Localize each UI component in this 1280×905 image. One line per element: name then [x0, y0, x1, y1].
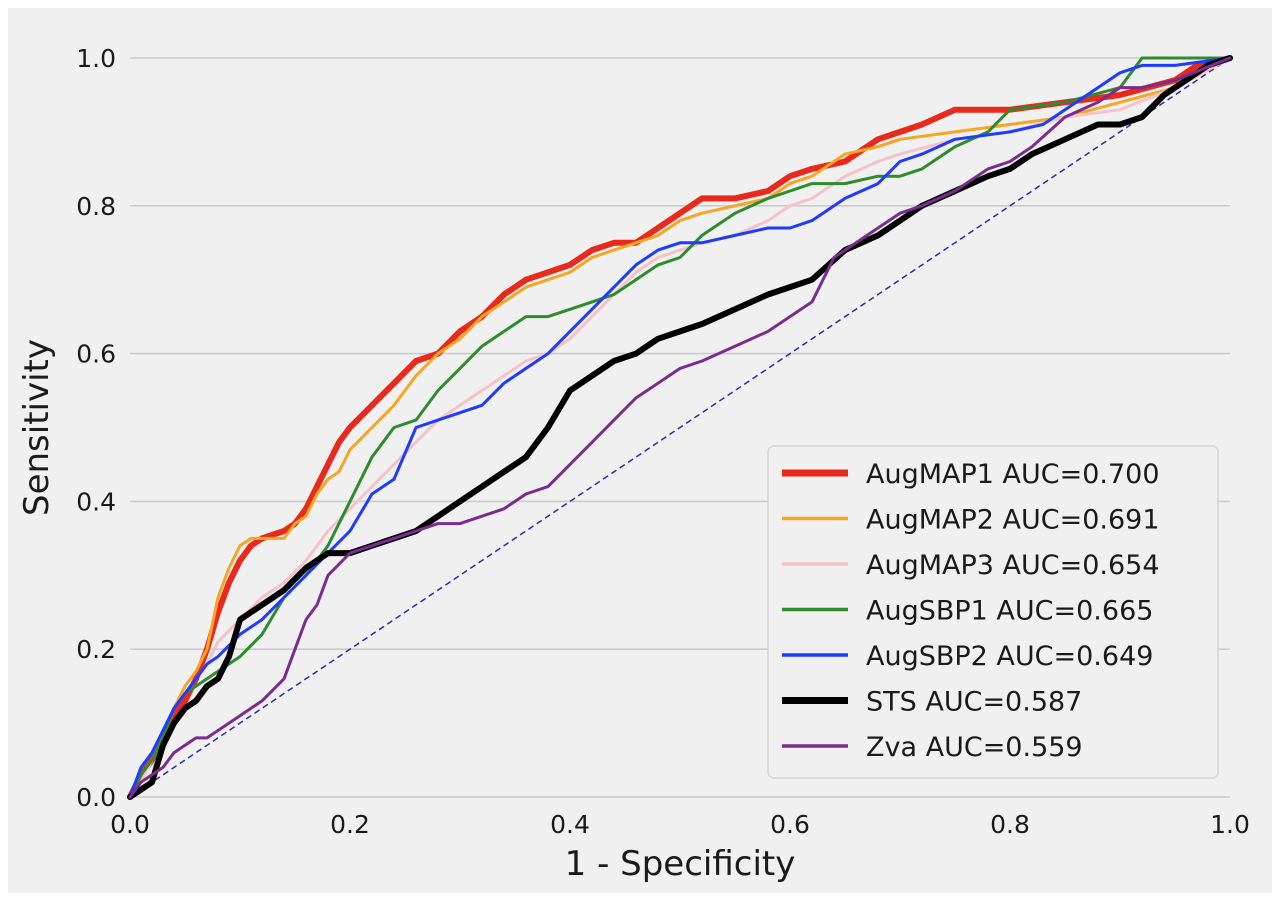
series-line-4: [128, 56, 1232, 799]
legend-entry-0: AugMAP1 AUC=0.700: [866, 459, 1160, 490]
x-tick-labels: 0.0 0.2 0.4 0.6 0.8 1.0: [110, 810, 1250, 839]
y-tick-label-1: 0.2: [76, 635, 116, 664]
series-line-1: [128, 56, 1232, 799]
y-tick-label-0: 0.0: [76, 783, 116, 812]
x-tick-label-0: 0.0: [110, 810, 150, 839]
series-lines: [127, 55, 1233, 800]
legend-box: [767, 445, 1219, 779]
y-tick-label-3: 0.6: [76, 340, 116, 369]
legend: AugMAP1 AUC=0.700 AugMAP2 AUC=0.691 AugMAP…: [767, 445, 1219, 779]
legend-entry-2: AugMAP3 AUC=0.654: [866, 550, 1160, 581]
series-line-6: [128, 56, 1232, 799]
legend-entry-5: STS AUC=0.587: [866, 687, 1082, 718]
y-tick-label-5: 1.0: [76, 44, 116, 73]
legend-entry-1: AugMAP2 AUC=0.691: [866, 505, 1160, 536]
y-tick-label-2: 0.4: [76, 487, 116, 516]
y-axis-label: Sensitivity: [17, 339, 57, 516]
legend-entry-3: AugSBP1 AUC=0.665: [866, 596, 1153, 627]
x-tick-label-4: 0.8: [990, 810, 1030, 839]
reference-line: [129, 57, 1231, 798]
legend-entry-6: Zva AUC=0.559: [866, 732, 1083, 763]
x-tick-label-1: 0.2: [330, 810, 370, 839]
series-line-3: [128, 56, 1232, 799]
series-line-2: [128, 56, 1232, 799]
y-tick-label-4: 0.8: [76, 192, 116, 221]
y-tick-labels: 0.0 0.2 0.4 0.6 0.8 1.0: [76, 44, 116, 812]
x-tick-label-3: 0.6: [770, 810, 810, 839]
x-axis-label: 1 - Specificity: [565, 844, 796, 884]
chance-line: [129, 57, 1231, 798]
x-tick-label-2: 0.4: [550, 810, 590, 839]
series-line-5: [127, 55, 1233, 800]
legend-entry-4: AugSBP2 AUC=0.649: [866, 641, 1153, 672]
x-tick-label-5: 1.0: [1210, 810, 1250, 839]
